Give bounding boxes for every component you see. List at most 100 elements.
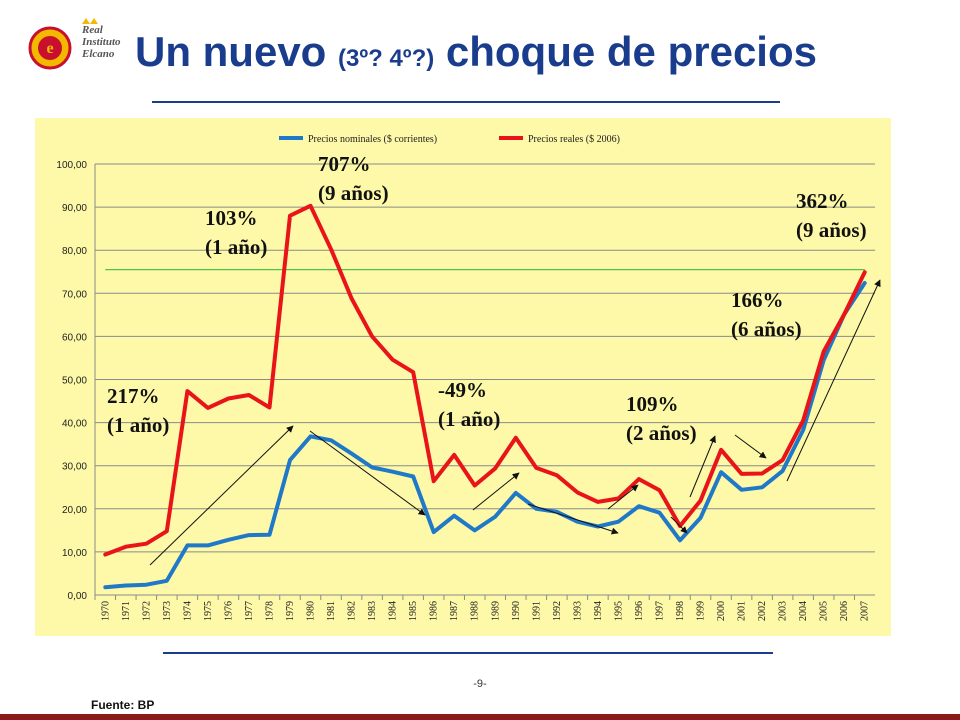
annotation-166-pct: 166%: [731, 288, 784, 312]
annotation-109-pct: 109%: [626, 392, 679, 416]
logo-line-elcano: Elcano: [82, 48, 115, 60]
x-tick-label-1990: 1990: [511, 601, 522, 621]
annotation-arrow-8: [786, 279, 881, 482]
y-tick-label-2: 20,00: [62, 505, 87, 516]
y-tick-label-3: 30,00: [62, 462, 87, 473]
y-tick-label-8: 80,00: [62, 246, 87, 257]
x-tick-label-1984: 1984: [388, 601, 399, 621]
x-tick-label-1998: 1998: [675, 601, 686, 621]
price-chart: 0,00 10,00 20,00 30,00 40,00 50,00 60,00 70,00 8…: [56, 134, 881, 621]
annotation-707: 707% (9 años): [318, 150, 389, 208]
x-tick-label-1992: 1992: [552, 601, 563, 621]
annotation-arrow-1: [309, 430, 426, 516]
annotation-362-pct: 362%: [796, 189, 849, 213]
top-rule: [152, 101, 780, 103]
x-tick-label-1972: 1972: [141, 601, 152, 621]
x-tick-label-1995: 1995: [613, 601, 624, 621]
annotation-minus49-pct: -49%: [438, 378, 487, 402]
y-tick-label-1: 10,00: [62, 548, 87, 559]
x-tick-label-1973: 1973: [162, 601, 173, 621]
annotation-217: 217% (1 año): [107, 382, 169, 440]
title-main: Un nuevo: [135, 28, 327, 75]
annotation-arrow-6: [689, 435, 716, 498]
x-tick-label-2006: 2006: [839, 601, 850, 621]
x-tick-label-1988: 1988: [470, 601, 481, 621]
x-tick-label-2004: 2004: [798, 601, 809, 621]
annotation-166: 166% (6 años): [731, 286, 802, 344]
annotation-103-pct: 103%: [205, 206, 258, 230]
y-tick-label-10: 100,00: [56, 160, 87, 171]
annotation-362-period: (9 años): [796, 218, 867, 242]
annotation-103-period: (1 año): [205, 235, 268, 259]
x-tick-label-2007: 2007: [860, 601, 871, 621]
y-tick-label-5: 50,00: [62, 376, 87, 387]
page-number: -9-: [473, 678, 487, 690]
x-tick-label-1970: 1970: [100, 601, 111, 621]
annotation-arrow-4: [607, 484, 639, 510]
svg-text:e: e: [46, 40, 53, 57]
page-title: Un nuevo (3º? 4º?) choque de precios: [135, 28, 817, 76]
annotation-arrow-2: [472, 472, 520, 511]
x-tick-label-2000: 2000: [716, 601, 727, 621]
x-tick-label-1993: 1993: [572, 601, 583, 621]
x-tick-label-1999: 1999: [696, 601, 707, 621]
x-tick-label-1971: 1971: [121, 601, 132, 621]
annotation-166-period: (6 años): [731, 317, 802, 341]
annotation-217-pct: 217%: [107, 384, 160, 408]
annotation-arrow-5: [670, 516, 688, 534]
x-tick-label-1986: 1986: [429, 601, 440, 621]
annotation-103: 103% (1 año): [205, 204, 267, 262]
series-line-real: [103, 203, 867, 557]
logo-line-real: Real: [82, 24, 103, 36]
annotation-minus49: -49% (1 año): [438, 376, 500, 434]
annotation-arrow-0: [149, 425, 294, 566]
y-tick-label-9: 90,00: [62, 203, 87, 214]
x-tick-label-1996: 1996: [634, 601, 645, 621]
y-tick-label-7: 70,00: [62, 289, 87, 300]
x-tick-label-1989: 1989: [490, 601, 501, 621]
x-tick-label-1979: 1979: [285, 601, 296, 621]
chart-panel: 0,00 10,00 20,00 30,00 40,00 50,00 60,00 70,00 8…: [35, 118, 891, 636]
x-tick-label-1994: 1994: [593, 601, 604, 621]
annotation-arrow-3: [527, 503, 619, 535]
x-tick-label-2002: 2002: [757, 601, 768, 621]
legend-real-label: Precios reales ($ 2006): [528, 134, 620, 145]
title-end: choque de precios: [445, 28, 817, 75]
annotation-362: 362% (9 años): [796, 187, 867, 245]
annotation-109-period: (2 años): [626, 421, 697, 445]
annotation-109: 109% (2 años): [626, 390, 697, 448]
x-tick-label-1991: 1991: [531, 601, 542, 621]
x-tick-label-1980: 1980: [306, 601, 317, 621]
source-note: Fuente: BP: [91, 698, 155, 712]
annotation-minus49-period: (1 año): [438, 407, 501, 431]
annotation-217-period: (1 año): [107, 413, 170, 437]
x-tick-label-2005: 2005: [819, 601, 830, 621]
x-tick-label-1977: 1977: [244, 601, 255, 621]
series-line-nominal: [103, 281, 867, 590]
x-tick-label-2003: 2003: [778, 601, 789, 621]
elcano-logo: e: [28, 18, 98, 70]
x-tick-label-2001: 2001: [737, 601, 748, 621]
x-tick-label-1978: 1978: [264, 601, 275, 621]
annotation-707-period: (9 años): [318, 181, 389, 205]
x-tick-label-1985: 1985: [408, 601, 419, 621]
footer-bar: [0, 714, 960, 720]
annotation-arrow-7: [734, 434, 767, 459]
y-tick-label-4: 40,00: [62, 419, 87, 430]
x-tick-label-1975: 1975: [203, 601, 214, 621]
x-tick-label-1987: 1987: [449, 601, 460, 621]
x-tick-label-1997: 1997: [654, 601, 665, 621]
x-tick-label-1974: 1974: [182, 601, 193, 621]
x-tick-label-1981: 1981: [326, 601, 337, 621]
title-paren: (3º? 4º?): [338, 45, 435, 72]
x-tick-label-1976: 1976: [223, 601, 234, 621]
x-tick-label-1982: 1982: [347, 601, 358, 621]
logo-text: Real Instituto Elcano: [82, 24, 121, 60]
annotation-707-pct: 707%: [318, 152, 371, 176]
y-tick-label-6: 60,00: [62, 332, 87, 343]
legend-nominal-label: Precios nominales ($ corrientes): [308, 134, 437, 145]
y-tick-label-0: 0,00: [68, 591, 88, 602]
bottom-rule: [163, 652, 773, 654]
x-tick-label-1983: 1983: [367, 601, 378, 621]
logo-line-instituto: Instituto: [82, 36, 121, 48]
